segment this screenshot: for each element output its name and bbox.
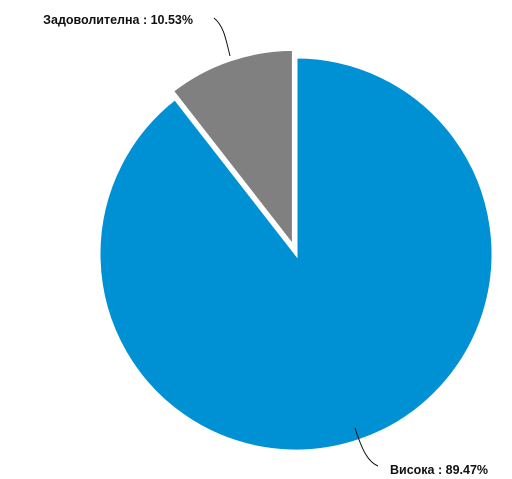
leader-line-zadovolitelna (213, 17, 231, 57)
pie-slice-zadovolitelna (170, 47, 295, 251)
pie-slice-visoka (97, 55, 495, 453)
slice-label-visoka: Висока : 89.47% (390, 463, 488, 477)
leader-line-visoka (354, 427, 379, 467)
slice-label-zadovolitelna: Задоволителна : 10.53% (43, 13, 193, 27)
pie-slices (97, 47, 495, 453)
pie-labels: Висока : 89.47% Задоволителна : 10.53% (43, 13, 488, 477)
